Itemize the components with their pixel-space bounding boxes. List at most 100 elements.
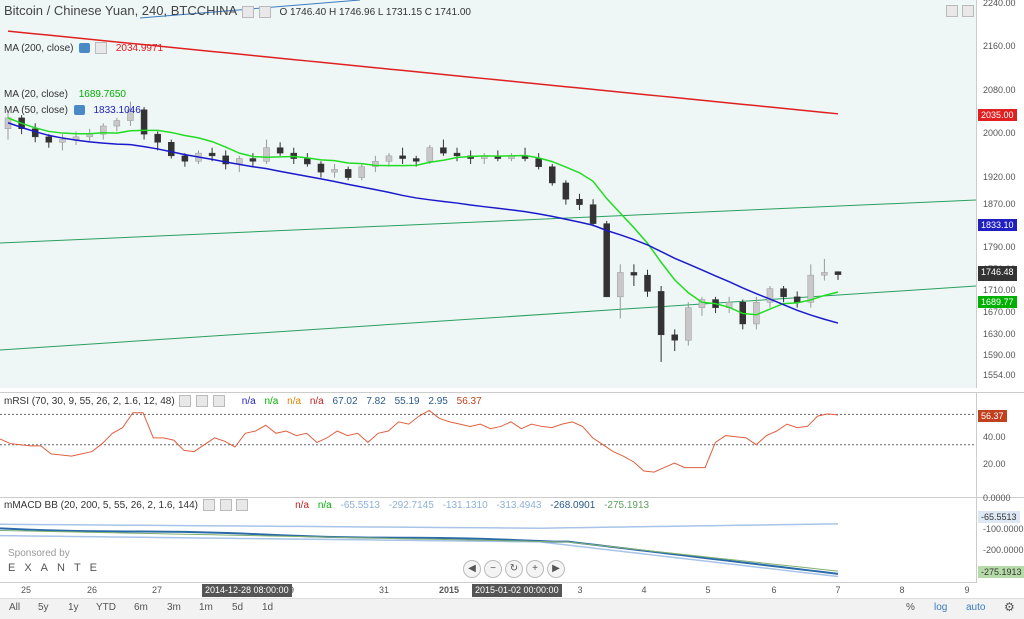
macd-bb-upper [0, 523, 839, 529]
candle-body [317, 163, 325, 173]
price-tick: 2000.00 [983, 128, 1016, 139]
time-label: 7 [835, 585, 841, 595]
time-label: 2015 [438, 585, 460, 595]
visibility-eye-icon[interactable] [79, 43, 91, 54]
legend-ma20-label: MA (20, close) [4, 89, 68, 100]
range-6m-button[interactable]: 6m [134, 602, 148, 613]
symbol-title: Bitcoin / Chinese Yuan, 240, BTCCHINA [4, 3, 238, 18]
time-label: 31 [378, 585, 390, 595]
legend-ma200[interactable]: MA (200, close) 2034.9971 [4, 42, 163, 56]
reset-icon[interactable]: ↻ [505, 560, 523, 578]
candle-body [358, 166, 366, 178]
range-all-button[interactable]: All [9, 602, 21, 613]
macd-close-icon[interactable] [236, 499, 249, 512]
candle-body [426, 147, 434, 162]
price-tag: 1833.10 [978, 218, 1017, 231]
price-chart-svg[interactable] [0, 0, 976, 388]
visibility-eye-icon[interactable] [73, 105, 85, 116]
symbol-compare-icon[interactable] [258, 6, 271, 19]
zoom-in-icon[interactable]: + [526, 560, 544, 578]
zoom-out-icon[interactable]: − [484, 560, 502, 578]
rsi-value-tag: 56.37 [978, 410, 1007, 422]
legend-ma200-label: MA (200, close) [4, 43, 74, 54]
rsi-val: 56.37 [456, 396, 482, 407]
macd-axis[interactable]: 0.0000 -100.0000 -200.0000 -65.5513 -275… [976, 493, 1024, 583]
macd-legend[interactable]: mMACD BB (20, 200, 5, 55, 26, 2, 1.6, 14… [4, 499, 649, 513]
sponsor-text: Sponsored by [8, 548, 70, 559]
candle-body [603, 223, 610, 298]
rsi-format-icon[interactable] [196, 395, 209, 408]
rsi-chart-svg [0, 409, 976, 473]
rsi-close-icon[interactable] [213, 395, 225, 408]
rsi-pane[interactable]: mRSI (70, 30, 9, 55, 26, 2, 1.6, 12, 48)… [0, 392, 976, 497]
candle-body [834, 271, 842, 275]
ma20-line [7, 117, 839, 316]
candle-body [399, 155, 406, 159]
range-5d-button[interactable]: 5d [232, 602, 244, 613]
range-1m-button[interactable]: 1m [199, 602, 213, 613]
candle-body [372, 161, 379, 167]
scroll-right-icon[interactable]: ▶ [547, 560, 565, 578]
macd-settings-icon[interactable] [202, 499, 215, 512]
macd-val: -275.1913 [604, 500, 650, 511]
macd-val: -131.1310 [442, 500, 488, 511]
rsi-axis[interactable]: 40.00 20.00 56.37 [976, 392, 1024, 497]
rsi-legend[interactable]: mRSI (70, 30, 9, 55, 26, 2, 1.6, 12, 48)… [4, 395, 482, 409]
rsi-val: 2.95 [428, 396, 448, 407]
price-tick: 1870.00 [983, 198, 1016, 209]
price-tick: 2160.00 [983, 41, 1016, 52]
macd-line [0, 527, 839, 575]
candle-body [113, 120, 121, 127]
legend-ma50[interactable]: MA (50, close) 1833.1046 [4, 104, 141, 118]
range-5y-button[interactable]: 5y [38, 602, 49, 613]
range-1y-button[interactable]: 1y [68, 602, 79, 613]
macd-val: -313.4943 [496, 500, 542, 511]
time-label: 27 [151, 585, 163, 595]
candle-body [698, 299, 706, 308]
candle-body [780, 288, 787, 298]
price-tick: 2080.00 [983, 84, 1016, 95]
candle-body [589, 204, 597, 224]
range-1d-button[interactable]: 1d [262, 602, 274, 613]
sponsor-logo[interactable]: EXANTE [8, 562, 107, 574]
price-tick: 2240.00 [983, 0, 1016, 8]
percent-toggle[interactable]: % [906, 602, 915, 613]
candle-body [807, 274, 815, 303]
crosshair-time-2: 2015-01-02 00:00:00 [472, 584, 562, 597]
pane-close-icon[interactable] [960, 5, 974, 18]
price-tick: 1920.00 [983, 171, 1016, 182]
macd-tag: -275.1913 [978, 566, 1024, 578]
candle-body [644, 274, 651, 292]
price-axis[interactable]: 2240.00 2160.00 2080.00 2000.00 1920.00 1870.… [976, 0, 1024, 388]
time-label: 4 [641, 585, 647, 595]
range-ytd-button[interactable]: YTD [96, 602, 116, 613]
candle-body [59, 139, 66, 143]
rsi-label: mRSI (70, 30, 9, 55, 26, 2, 1.6, 12, 48) [4, 396, 175, 407]
symbol-settings-icon[interactable] [241, 6, 254, 19]
legend-ma20[interactable]: MA (20, close) 1689.7650 [4, 88, 126, 102]
log-toggle[interactable]: log [934, 602, 948, 613]
legend-ma50-value: 1833.1046 [93, 105, 141, 116]
price-tick: 1554.00 [983, 370, 1016, 380]
settings-icon[interactable] [95, 42, 108, 55]
time-label: 26 [86, 585, 98, 595]
time-label: 5 [705, 585, 711, 595]
range-3m-button[interactable]: 3m [167, 602, 181, 613]
chart-header: Bitcoin / Chinese Yuan, 240, BTCCHINA O … [4, 3, 471, 19]
price-chart-pane[interactable]: Bitcoin / Chinese Yuan, 240, BTCCHINA O … [0, 0, 976, 388]
time-label: 6 [771, 585, 777, 595]
rsi-settings-icon[interactable] [179, 395, 192, 408]
auto-toggle[interactable]: auto [966, 602, 986, 613]
candle-body [249, 158, 257, 162]
ma50-line [7, 122, 839, 324]
gear-icon[interactable]: ⚙ [1004, 600, 1015, 614]
candle-body [385, 155, 393, 162]
macd-val: -268.0901 [550, 500, 596, 511]
rsi-val: n/a [264, 396, 279, 407]
pane-maximize-icon[interactable] [944, 5, 958, 18]
candle-body [331, 169, 338, 173]
scroll-left-icon[interactable]: ◀ [463, 560, 481, 578]
macd-format-icon[interactable] [219, 499, 232, 512]
candle-body [535, 158, 542, 167]
candle-body [168, 142, 175, 157]
